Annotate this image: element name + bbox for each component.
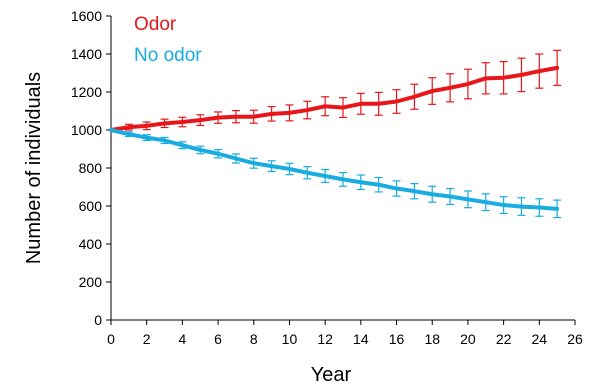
y-tick-label: 1600 [71, 8, 102, 24]
legend-item-odor: Odor [134, 14, 177, 35]
x-tick-label: 12 [317, 331, 333, 347]
series-line [109, 128, 560, 211]
y-tick-label: 0 [94, 312, 102, 328]
y-tick-label: 1400 [71, 46, 102, 62]
series-layer [109, 49, 562, 219]
x-tick-label: 24 [532, 331, 548, 347]
y-tick-label: 1200 [71, 84, 102, 100]
legend: Odor No odor [134, 14, 202, 66]
x-tick-label: 6 [214, 331, 222, 347]
y-tick-label: 200 [79, 274, 103, 290]
x-tick-label: 0 [107, 331, 115, 347]
y-tick-label: 400 [79, 236, 103, 252]
series-odor [109, 49, 562, 132]
x-tick-label: 4 [178, 331, 186, 347]
y-tick-label: 600 [79, 198, 103, 214]
x-tick-label: 14 [353, 331, 369, 347]
x-tick-label: 16 [389, 331, 405, 347]
x-tick-label: 10 [282, 331, 298, 347]
y-tick-label: 1000 [71, 122, 102, 138]
x-tick-label: 22 [496, 331, 512, 347]
y-tick-label: 800 [79, 160, 103, 176]
legend-item-no-odor: No odor [134, 45, 202, 66]
series-no-odor [109, 128, 562, 219]
y-axis-title: Number of individuals [23, 72, 45, 264]
x-tick-label: 26 [567, 331, 583, 347]
series-line [109, 65, 560, 132]
x-tick-label: 18 [424, 331, 440, 347]
x-tick-label: 2 [143, 331, 151, 347]
x-tick-label: 8 [250, 331, 258, 347]
x-tick-label: 20 [460, 331, 476, 347]
x-axis-title: Year [311, 364, 352, 385]
